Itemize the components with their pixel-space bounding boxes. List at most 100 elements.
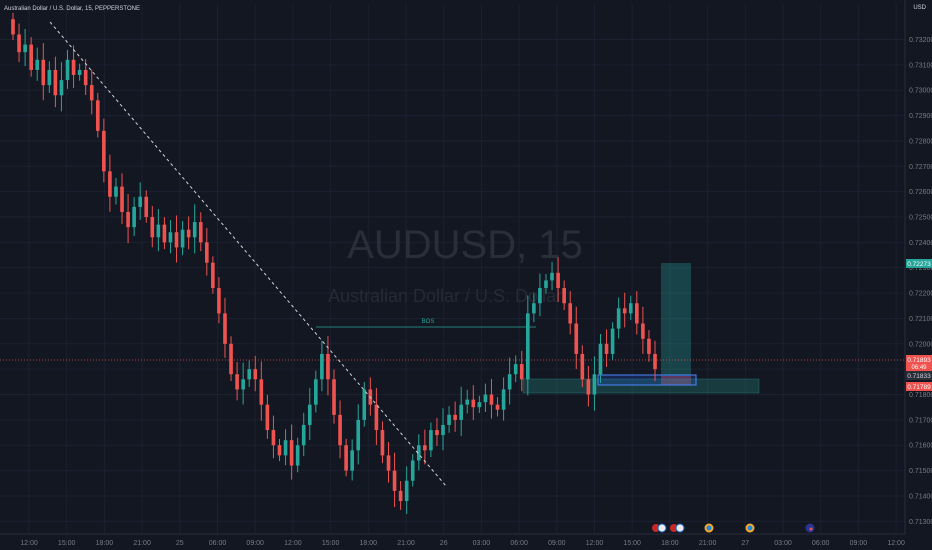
candle [156,209,161,252]
candle [283,429,288,466]
candle [350,439,354,481]
candle [616,297,621,339]
candle [598,334,603,384]
candle [320,340,324,392]
time-tick-label: 21:00 [133,540,151,547]
time-tick-label: 09:00 [246,540,264,547]
time-tick-label: 26 [440,540,448,547]
event-flag-au-icon[interactable] [805,523,815,533]
candle [483,383,488,412]
candle [126,194,130,244]
symbol-title: Australian Dollar / U.S. Dollar, 15, PEP… [4,6,140,12]
candle [65,49,70,89]
event-globe-icon[interactable] [745,523,755,533]
time-tick-label: 12:00 [284,540,302,547]
candle [192,204,197,254]
time-tick-label: 12:00 [586,540,604,547]
candle [380,421,385,464]
candle [544,274,548,294]
price-tick-label: 0.72800 [909,138,932,145]
candle [653,340,657,382]
candle [168,220,173,254]
time-tick-label: 03:00 [473,540,491,547]
candle [332,369,336,424]
candle [247,360,252,388]
price-tick-label: 0.71400 [909,493,932,500]
candle [108,154,112,212]
event-globe-icon[interactable] [704,523,714,533]
candle [95,92,100,138]
time-tick-label: 27 [741,540,749,547]
price-tick-label: 0.72200 [909,291,932,298]
price-tick-label: 0.73100 [909,62,932,69]
svg-text:0.71833: 0.71833 [907,373,931,380]
order-block-box[interactable] [597,374,697,386]
candle [180,221,185,256]
price-label-stop: 0.71789 [906,382,932,391]
candle [362,381,367,427]
candle [610,322,615,360]
time-tick-label: 18:00 [96,540,114,547]
candle [459,386,464,436]
time-tick-label: 15:00 [623,540,641,547]
time-tick-label: 09:00 [548,540,566,547]
candle [489,378,494,419]
candle [374,387,379,446]
candle [538,273,542,317]
candle [174,215,179,263]
candle [423,429,427,465]
event-flags-au-us-icon[interactable] [652,523,667,533]
candle [326,336,330,396]
price-tick-label: 0.73000 [909,88,932,95]
candle [556,257,560,303]
candle [102,118,106,183]
candle [235,362,239,401]
price-tick-label: 0.71800 [909,392,932,399]
price-tick-label: 0.73200 [909,37,932,44]
candle [513,355,518,383]
candle [289,424,294,480]
price-label-last: 0.71893 06:49 [906,355,932,371]
candle [562,280,566,310]
price-tick-label: 0.72400 [909,240,932,247]
long-position-stop-zone[interactable] [661,376,691,385]
event-flags-au-us-icon[interactable] [670,523,685,533]
candle [271,415,276,459]
candle [204,227,209,276]
candle [162,217,167,250]
time-tick-label: 12:00 [20,540,38,547]
candle [223,297,227,358]
price-tick-label: 0.71500 [909,468,932,475]
long-position-target-zone[interactable] [661,263,691,376]
time-tick-label: 06:00 [812,540,830,547]
price-tick-label: 0.71600 [909,443,932,450]
candle [132,197,136,236]
time-tick-label: 15:00 [58,540,76,547]
candle [29,37,33,77]
currency-label: USD [913,5,926,11]
candle [447,406,451,433]
candle [307,387,312,440]
candle [295,437,300,473]
candle [356,404,361,465]
candle [229,336,233,381]
svg-text:0.72273: 0.72273 [907,261,931,268]
time-tick-label: 06:00 [209,540,227,547]
candle [416,434,421,471]
price-tick-label: 0.72100 [909,316,932,323]
time-axis[interactable]: 12:00 15:00 18:00 21:00 25 06:00 09:00 12:00 15:… [20,540,905,547]
candle [89,69,94,115]
price-tick-label: 0.72300 [909,265,932,272]
bos-label: BOS [422,319,435,325]
time-tick-label: 03:00 [774,540,792,547]
candle [519,350,524,392]
candle [265,394,270,439]
candle [453,401,457,432]
time-tick-label: 18:00 [661,540,679,547]
price-tick-label: 0.71300 [909,519,932,526]
candle [120,173,124,224]
candles-layer [11,12,657,515]
price-tick-label: 0.72900 [909,113,932,120]
watermark-ticker: AUDUSD, 15 [347,223,583,267]
